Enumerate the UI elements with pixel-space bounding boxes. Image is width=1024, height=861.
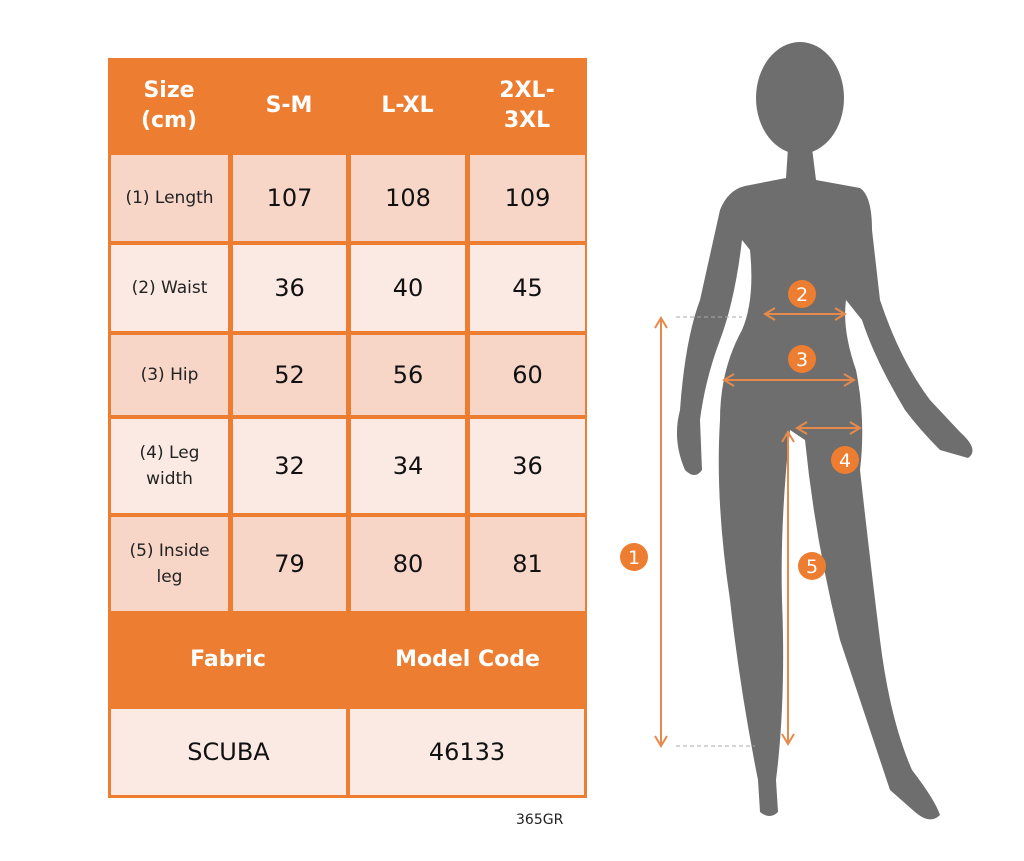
cell-value: 40	[351, 245, 465, 331]
cell-value: 108	[351, 155, 465, 241]
row-label: (5) Inside leg	[111, 517, 228, 611]
cell-value: 45	[470, 245, 585, 331]
row-label: (3) Hip	[111, 335, 228, 415]
cell-value: 107	[233, 155, 346, 241]
row-label: (2) Waist	[111, 245, 228, 331]
cell-value: 32	[233, 419, 346, 513]
marker-2: 2	[796, 284, 808, 306]
header-size: Size (cm)	[140, 77, 198, 133]
header-2xl-3xl: 2XL-3XL	[499, 77, 555, 133]
marker-3: 3	[796, 349, 808, 371]
header-fabric: Fabric	[190, 647, 266, 672]
marker-1: 1	[628, 547, 640, 569]
cell-value: 60	[470, 335, 585, 415]
marker-5: 5	[806, 556, 818, 578]
cell-value: 79	[233, 517, 346, 611]
header-model-code: Model Code	[395, 647, 540, 672]
marker-4: 4	[839, 450, 851, 472]
header-l-xl: L-XL	[381, 92, 434, 118]
row-label: (4) Leg width	[111, 419, 228, 513]
cell-value: 52	[233, 335, 346, 415]
cell-value: 81	[470, 517, 585, 611]
row-label: (1) Length	[111, 155, 228, 241]
cell-value: 109	[470, 155, 585, 241]
cell-value: 80	[351, 517, 465, 611]
size-chart-table: Size (cm) S-M L-XL 2XL-3XL (1) Length 107…	[108, 58, 587, 798]
cell-value: 36	[233, 245, 346, 331]
cell-value: 36	[470, 419, 585, 513]
product-code: 365GR	[516, 812, 564, 828]
cell-value: 56	[351, 335, 465, 415]
header-s-m: S-M	[265, 92, 313, 118]
fabric-value: SCUBA	[111, 709, 346, 795]
model-code-value: 46133	[350, 709, 584, 795]
cell-value: 34	[351, 419, 465, 513]
